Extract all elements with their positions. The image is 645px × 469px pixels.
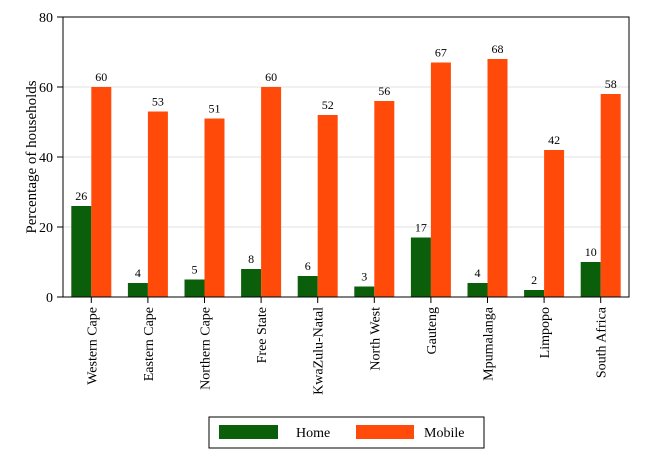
legend-label-home: Home <box>296 426 330 441</box>
bar-home-mpumalanga <box>467 283 488 297</box>
bar-home-north-west <box>354 286 375 297</box>
data-label-home-north-west: 3 <box>361 270 367 284</box>
x-tick-label-eastern-cape: Eastern Cape <box>142 307 157 381</box>
y-axis-title: Percentage of households <box>24 80 40 233</box>
x-tick-label-western-cape: Western Cape <box>85 307 100 385</box>
bar-mobile-mpumalanga <box>487 59 508 297</box>
bar-home-eastern-cape <box>127 283 148 297</box>
data-label-mobile-northern-cape: 51 <box>209 102 221 116</box>
data-label-home-free-state: 8 <box>248 252 254 266</box>
bar-mobile-south-africa <box>600 94 621 297</box>
data-labels: 26 60 4 53 5 51 8 60 6 52 3 56 17 67 4 68 2 42 10 58 <box>75 42 616 287</box>
bar-home-limpopo <box>524 290 545 297</box>
bar-mobile-gauteng <box>430 62 451 297</box>
bar-home-south-africa <box>580 262 601 297</box>
data-label-home-northern-cape: 5 <box>192 263 198 277</box>
y-tick-label: 80 <box>39 11 53 26</box>
data-label-mobile-south-africa: 58 <box>605 77 617 91</box>
data-label-mobile-north-west: 56 <box>378 84 390 98</box>
bar-mobile-eastern-cape <box>147 111 168 297</box>
data-label-mobile-kwazulu-natal: 52 <box>322 98 334 112</box>
data-label-home-mpumalanga: 4 <box>475 266 481 280</box>
x-tick-label-north-west: North West <box>368 307 383 371</box>
bar-home-gauteng <box>410 237 431 297</box>
bar-mobile-limpopo <box>544 150 565 297</box>
x-tick-label-free-state: Free State <box>255 307 270 363</box>
data-label-home-gauteng: 17 <box>415 221 427 235</box>
legend: Home Mobile <box>208 416 485 449</box>
y-tick-label: 60 <box>39 81 53 96</box>
x-tick-label-kwazulu-natal: KwaZulu-Natal <box>312 307 327 395</box>
x-tick-label-mpumalanga: Mpumalanga <box>482 306 497 381</box>
x-tick-label-south-africa: South Africa <box>595 306 610 378</box>
legend-swatch-mobile <box>356 425 414 439</box>
data-label-home-limpopo: 2 <box>531 273 537 287</box>
x-tick-label-northern-cape: Northern Cape <box>199 307 214 390</box>
data-label-mobile-limpopo: 42 <box>548 133 560 147</box>
bar-mobile-western-cape <box>91 87 112 297</box>
y-tick-label: 20 <box>39 221 53 236</box>
data-label-mobile-gauteng: 67 <box>435 46 447 60</box>
data-label-home-western-cape: 26 <box>75 189 87 203</box>
data-label-home-kwazulu-natal: 6 <box>305 259 311 273</box>
y-tick-label: 0 <box>46 291 53 306</box>
legend-label-mobile: Mobile <box>424 426 464 441</box>
x-tick-label-gauteng: Gauteng <box>425 307 440 354</box>
legend-swatch-home <box>219 425 278 439</box>
bar-home-western-cape <box>71 206 92 297</box>
data-label-mobile-eastern-cape: 53 <box>152 95 164 109</box>
bar-home-kwazulu-natal <box>297 276 318 297</box>
bar-home-northern-cape <box>184 279 205 297</box>
bar-mobile-kwazulu-natal <box>317 115 338 297</box>
bar-home-free-state <box>241 269 262 297</box>
x-axis: Western Cape Eastern Cape Northern Cape Fre… <box>85 297 610 395</box>
y-axis: 0 20 40 60 80 <box>39 11 63 306</box>
data-label-home-south-africa: 10 <box>585 245 597 259</box>
x-tick-label-limpopo: Limpopo <box>538 307 553 358</box>
y-tick-label: 40 <box>39 151 53 166</box>
data-label-mobile-free-state: 60 <box>265 70 277 84</box>
bar-mobile-north-west <box>374 101 395 297</box>
bar-mobile-northern-cape <box>204 118 225 297</box>
data-label-home-eastern-cape: 4 <box>135 266 141 280</box>
data-label-mobile-western-cape: 60 <box>95 70 107 84</box>
bars <box>71 59 621 297</box>
data-label-mobile-mpumalanga: 68 <box>492 42 504 56</box>
bar-mobile-free-state <box>261 87 282 297</box>
